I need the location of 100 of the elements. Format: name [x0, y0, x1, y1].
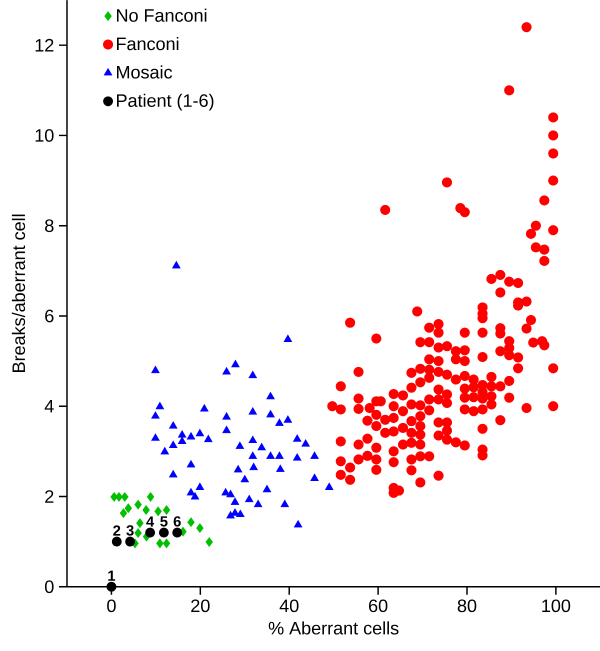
- point: [154, 506, 162, 516]
- point: [160, 446, 169, 454]
- point: [231, 360, 240, 368]
- point: [280, 500, 289, 508]
- y-tick-label: 12: [36, 38, 54, 52]
- legend-label: Fanconi: [117, 36, 178, 50]
- point: [172, 528, 182, 538]
- point: [275, 452, 284, 459]
- point: [276, 464, 285, 472]
- y-axis-title: Breaks/aberrant cell: [12, 214, 26, 372]
- point: [151, 411, 160, 419]
- point: [124, 503, 132, 514]
- point: [249, 462, 258, 470]
- point: [156, 538, 164, 548]
- point: [169, 440, 178, 448]
- annotation: 3: [126, 525, 134, 536]
- point: [293, 453, 302, 461]
- point: [294, 520, 302, 528]
- point: [186, 460, 196, 468]
- point: [200, 404, 209, 412]
- point: [325, 482, 334, 490]
- point: [245, 494, 254, 502]
- point: [221, 488, 230, 496]
- point: [169, 421, 178, 429]
- point: [248, 370, 257, 378]
- point: [106, 582, 116, 592]
- point: [248, 452, 257, 459]
- point: [125, 536, 136, 547]
- point: [206, 537, 213, 547]
- point: [222, 367, 231, 374]
- legend-label: Mosaic: [117, 65, 172, 79]
- point: [136, 518, 144, 528]
- annotation: 4: [146, 516, 154, 527]
- point: [204, 434, 213, 442]
- point: [310, 474, 319, 481]
- y-tick-label: 4: [44, 400, 54, 412]
- x-tick-label: 60: [369, 599, 388, 612]
- point: [248, 407, 257, 415]
- y-tick-label: 2: [45, 490, 54, 503]
- point: [234, 465, 242, 472]
- y-tick-label: 10: [36, 129, 54, 142]
- point: [134, 500, 142, 510]
- point: [142, 505, 150, 515]
- point: [310, 452, 319, 459]
- y-tick-label: 6: [45, 310, 54, 322]
- point: [145, 528, 156, 538]
- point: [186, 488, 196, 496]
- point: [266, 392, 275, 400]
- point: [222, 426, 231, 434]
- point: [187, 517, 195, 527]
- x-tick-label: 40: [280, 599, 299, 612]
- point: [162, 505, 170, 515]
- point: [121, 492, 128, 502]
- point: [222, 412, 231, 420]
- point: [178, 436, 186, 444]
- y-tick-label: 8: [45, 219, 54, 232]
- point: [146, 492, 154, 502]
- point: [112, 536, 122, 547]
- point: [190, 492, 200, 500]
- point: [186, 432, 196, 440]
- annotation: 5: [160, 516, 168, 527]
- annotation: 1: [108, 570, 116, 581]
- legend-label: Patient (1-6): [117, 94, 214, 110]
- point: [240, 474, 249, 482]
- point: [266, 410, 275, 418]
- x-axis-title: % Aberrant cells: [268, 621, 398, 635]
- point: [156, 402, 164, 410]
- point: [120, 508, 128, 518]
- y-tick-label: 0: [44, 580, 54, 594]
- x-tick-label: 20: [191, 599, 210, 612]
- point: [115, 492, 123, 502]
- point: [236, 510, 245, 518]
- point: [284, 415, 292, 423]
- point: [172, 261, 181, 268]
- point: [254, 500, 262, 508]
- point: [236, 442, 244, 449]
- point: [293, 434, 302, 442]
- point: [169, 470, 178, 478]
- point: [151, 433, 160, 441]
- point: [230, 498, 240, 505]
- x-tick-label: 100: [542, 599, 570, 612]
- point: [284, 334, 292, 342]
- x-tick-label: 0: [107, 599, 116, 612]
- annotation: 2: [113, 525, 120, 536]
- point: [301, 439, 310, 447]
- point: [196, 482, 204, 490]
- annotation: 6: [174, 516, 181, 527]
- point: [226, 490, 235, 498]
- point: [248, 436, 257, 444]
- point: [158, 528, 169, 538]
- point: [257, 442, 266, 450]
- x-tick-label: 80: [458, 599, 476, 612]
- point: [178, 430, 186, 438]
- point: [134, 528, 142, 538]
- legend-label: No Fanconi: [117, 8, 206, 22]
- point: [196, 428, 204, 436]
- point: [275, 418, 284, 426]
- point: [262, 484, 272, 492]
- point: [151, 366, 160, 374]
- point: [162, 538, 170, 548]
